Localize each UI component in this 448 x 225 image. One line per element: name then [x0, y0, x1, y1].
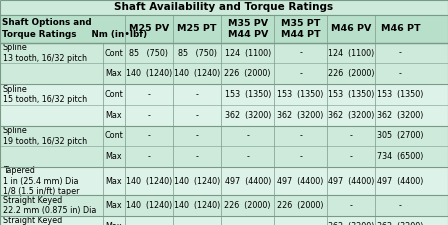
Text: -: -: [246, 222, 249, 225]
Text: 497  (4400): 497 (4400): [277, 176, 324, 185]
Text: Straight Keyed
25.4 mm (1 in) Dia: Straight Keyed 25.4 mm (1 in) Dia: [3, 216, 78, 225]
Text: 124  (1100): 124 (1100): [224, 49, 271, 58]
Text: M46 PT: M46 PT: [381, 24, 420, 33]
Bar: [0, 146, 448, 167]
Text: 140  (1240): 140 (1240): [174, 201, 220, 210]
Text: 140  (1240): 140 (1240): [174, 69, 220, 78]
Text: -: -: [399, 201, 402, 210]
Text: -: -: [399, 69, 402, 78]
Text: -: -: [196, 152, 198, 161]
Text: 305  (2700): 305 (2700): [377, 131, 424, 140]
Text: 497  (4400): 497 (4400): [377, 176, 424, 185]
Text: Max: Max: [105, 222, 122, 225]
Text: M35 PT
M44 PT: M35 PT M44 PT: [281, 19, 320, 39]
Text: Spline
13 tooth, 16/32 pitch: Spline 13 tooth, 16/32 pitch: [3, 43, 87, 63]
Text: 362  (3200): 362 (3200): [377, 222, 424, 225]
Text: Straight Keyed
22.2 mm (0.875 in) Dia: Straight Keyed 22.2 mm (0.875 in) Dia: [3, 196, 96, 215]
Bar: [0, 216, 448, 225]
Text: M25 PT: M25 PT: [177, 24, 217, 33]
Text: M46 PV: M46 PV: [331, 24, 371, 33]
Text: 362  (3200): 362 (3200): [277, 111, 324, 120]
Text: Max: Max: [105, 111, 122, 120]
Text: 140  (1240): 140 (1240): [174, 176, 220, 185]
Text: -: -: [350, 131, 353, 140]
Text: 85   (750): 85 (750): [129, 49, 168, 58]
Text: -: -: [147, 131, 150, 140]
Text: 362  (3200): 362 (3200): [224, 111, 271, 120]
Text: 226  (2000): 226 (2000): [224, 201, 271, 210]
Text: Max: Max: [105, 176, 122, 185]
Text: -: -: [299, 131, 302, 140]
Text: 362  (3200): 362 (3200): [328, 222, 375, 225]
Bar: [0, 84, 448, 105]
Text: 140  (1240): 140 (1240): [125, 201, 172, 210]
Text: 140  (1240): 140 (1240): [125, 176, 172, 185]
Bar: [0, 0, 448, 15]
Text: 734  (6500): 734 (6500): [377, 152, 424, 161]
Bar: [0, 167, 448, 195]
Text: -: -: [350, 201, 353, 210]
Text: 226  (2000): 226 (2000): [328, 69, 375, 78]
Text: Cont: Cont: [104, 131, 123, 140]
Text: -: -: [299, 69, 302, 78]
Bar: [0, 105, 448, 126]
Text: 140  (1240): 140 (1240): [125, 69, 172, 78]
Text: 362  (3200): 362 (3200): [328, 111, 375, 120]
Text: -: -: [399, 49, 402, 58]
Text: -: -: [196, 131, 198, 140]
Text: Cont: Cont: [104, 90, 123, 99]
Text: -: -: [147, 222, 150, 225]
Text: -: -: [299, 49, 302, 58]
Text: Max: Max: [105, 152, 122, 161]
Text: 153  (1350): 153 (1350): [328, 90, 375, 99]
Text: Spline
19 tooth, 16/32 pitch: Spline 19 tooth, 16/32 pitch: [3, 126, 87, 146]
Text: -: -: [196, 90, 198, 99]
Text: -: -: [299, 152, 302, 161]
Text: 226  (2000): 226 (2000): [224, 69, 271, 78]
Text: Max: Max: [105, 69, 122, 78]
Text: 153  (1350): 153 (1350): [224, 90, 271, 99]
Bar: [0, 126, 448, 146]
Text: 124  (1100): 124 (1100): [328, 49, 375, 58]
Text: 497  (4400): 497 (4400): [224, 176, 271, 185]
Text: -: -: [147, 152, 150, 161]
Text: -: -: [350, 152, 353, 161]
Bar: [0, 43, 448, 63]
Text: -: -: [246, 152, 249, 161]
Bar: [0, 195, 448, 216]
Bar: [0, 63, 448, 84]
Text: -: -: [196, 111, 198, 120]
Text: -: -: [196, 222, 198, 225]
Text: 362  (3200): 362 (3200): [377, 111, 424, 120]
Text: -: -: [299, 222, 302, 225]
Bar: [0, 15, 448, 43]
Text: 226  (2000): 226 (2000): [277, 201, 324, 210]
Text: 153  (1350): 153 (1350): [277, 90, 324, 99]
Text: -: -: [246, 131, 249, 140]
Text: -: -: [147, 111, 150, 120]
Text: M35 PV
M44 PV: M35 PV M44 PV: [228, 19, 268, 39]
Text: 153  (1350): 153 (1350): [377, 90, 424, 99]
Text: Tapered
1 in (25.4 mm) Dia
1/8 (1.5 in/ft) taper: Tapered 1 in (25.4 mm) Dia 1/8 (1.5 in/f…: [3, 166, 79, 196]
Text: 85   (750): 85 (750): [177, 49, 217, 58]
Text: Spline
15 tooth, 16/32 pitch: Spline 15 tooth, 16/32 pitch: [3, 85, 87, 104]
Text: M25 PV: M25 PV: [129, 24, 169, 33]
Text: 497  (4400): 497 (4400): [328, 176, 375, 185]
Text: Cont: Cont: [104, 49, 123, 58]
Text: -: -: [147, 90, 150, 99]
Text: Max: Max: [105, 201, 122, 210]
Text: Shaft Availability and Torque Ratings: Shaft Availability and Torque Ratings: [114, 2, 334, 12]
Text: Shaft Options and
Torque Ratings     Nm (in•lbf): Shaft Options and Torque Ratings Nm (in•…: [2, 18, 147, 39]
